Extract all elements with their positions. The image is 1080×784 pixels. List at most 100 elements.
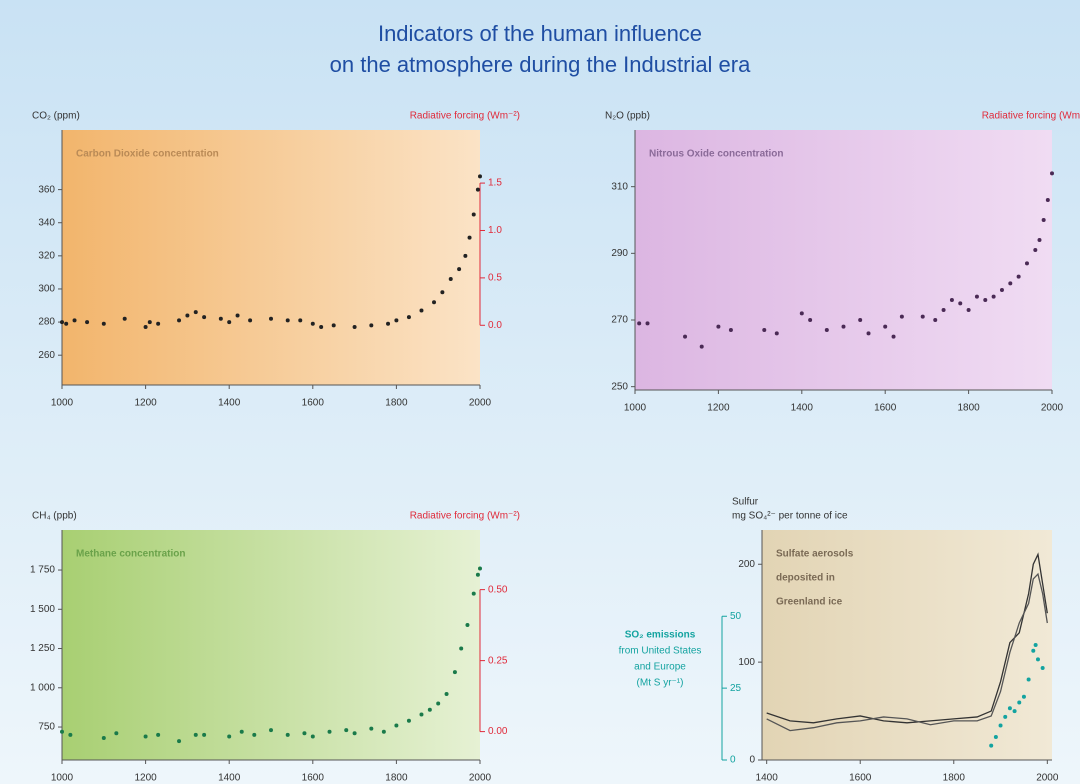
y-tick-label: 0 [749, 755, 755, 766]
y-axis-label: CO₂ (ppm) [32, 111, 80, 122]
data-point [352, 731, 357, 736]
x-tick-label: 1400 [218, 398, 241, 409]
data-point [475, 187, 480, 192]
data-point [143, 734, 148, 739]
data-point [202, 315, 207, 320]
data-point [1021, 694, 1026, 699]
data-point [983, 298, 988, 302]
data-point [85, 320, 90, 325]
data-point [1050, 171, 1054, 176]
data-point [177, 739, 182, 744]
data-point [143, 325, 148, 330]
data-point [227, 734, 232, 739]
data-point [444, 692, 449, 697]
data-point [699, 344, 704, 349]
data-point [440, 290, 445, 295]
data-point [841, 324, 846, 329]
x-tick-label: 1600 [302, 398, 325, 409]
y-tick-label: 320 [38, 250, 55, 261]
data-point [369, 726, 374, 731]
data-point [1007, 706, 1012, 711]
x-tick-label: 1400 [756, 773, 779, 784]
data-point [202, 732, 207, 737]
y2-tick-label: 0.25 [488, 655, 508, 666]
data-point [762, 328, 767, 332]
data-point [64, 321, 69, 326]
data-point [381, 729, 386, 734]
data-point [235, 313, 240, 318]
y2-axis-label: (Mt S yr⁻¹) [637, 678, 684, 689]
data-point [427, 707, 432, 712]
data-point [185, 313, 190, 318]
y2-axis-label: Radiative forcing (Wm⁻²) [982, 111, 1080, 122]
data-point [993, 735, 998, 739]
y2-tick-label: 0.5 [488, 273, 502, 284]
data-point [1031, 648, 1036, 653]
data-point [156, 321, 161, 326]
x-tick-label: 1800 [385, 398, 408, 409]
y-tick-label: 1 500 [30, 604, 55, 615]
x-tick-label: 2000 [469, 398, 492, 409]
y-tick-label: 1 250 [30, 643, 55, 654]
data-point [114, 731, 119, 736]
y2-tick-label: 25 [730, 683, 742, 694]
data-point [419, 308, 424, 313]
data-point [1033, 248, 1038, 252]
data-point [285, 318, 290, 323]
data-point [808, 318, 813, 322]
plot-area [62, 530, 480, 760]
data-point [883, 324, 888, 329]
data-point [866, 331, 871, 336]
data-point [310, 734, 315, 739]
y-tick-label: 340 [38, 217, 55, 228]
y-tick-label: 200 [738, 559, 755, 570]
data-point [471, 591, 476, 596]
x-tick-label: 1600 [849, 773, 872, 784]
data-point [1026, 677, 1031, 682]
page-title: Indicators of the human influence [378, 21, 702, 46]
data-point [248, 318, 253, 323]
y2-axis-label: and Europe [634, 662, 686, 673]
data-point [122, 316, 127, 321]
data-point [478, 566, 482, 571]
data-point [448, 277, 453, 282]
x-tick-label: 1200 [134, 398, 157, 409]
y2-axis-label: Radiative forcing (Wm⁻²) [410, 111, 520, 122]
data-point [310, 321, 315, 326]
x-tick-label: 1600 [874, 403, 897, 414]
data-point [1016, 274, 1021, 279]
data-point [369, 323, 374, 328]
data-point [269, 728, 273, 733]
data-point [60, 729, 64, 734]
data-point [998, 723, 1003, 728]
line-series [766, 552, 1048, 724]
data-point [933, 318, 938, 322]
x-tick-label: 1800 [385, 773, 408, 784]
y2-tick-label: 1.0 [488, 225, 502, 236]
data-point [999, 288, 1004, 292]
y-tick-label: 270 [611, 315, 628, 326]
data-point [949, 298, 954, 302]
data-point [156, 732, 161, 737]
data-point [68, 732, 73, 737]
y2-tick-label: 0.50 [488, 584, 508, 595]
x-tick-label: 1600 [302, 773, 325, 784]
y2-axis-label: from United States [619, 646, 702, 657]
data-point [457, 267, 462, 272]
data-point [799, 311, 804, 316]
y-tick-label: 290 [611, 248, 628, 259]
y-axis-label: CH₄ (ppb) [32, 511, 77, 522]
data-point [1024, 261, 1029, 266]
data-point [452, 670, 457, 675]
x-tick-label: 1400 [218, 773, 241, 784]
x-tick-label: 1800 [957, 403, 980, 414]
data-point [60, 320, 64, 325]
data-point [899, 314, 904, 319]
y2-axis-label: SO₂ emissions [625, 630, 696, 641]
plot-area [762, 530, 1052, 760]
data-point [239, 729, 244, 734]
y-tick-label: 250 [611, 381, 628, 392]
data-point [227, 320, 232, 325]
x-tick-label: 1400 [791, 403, 814, 414]
